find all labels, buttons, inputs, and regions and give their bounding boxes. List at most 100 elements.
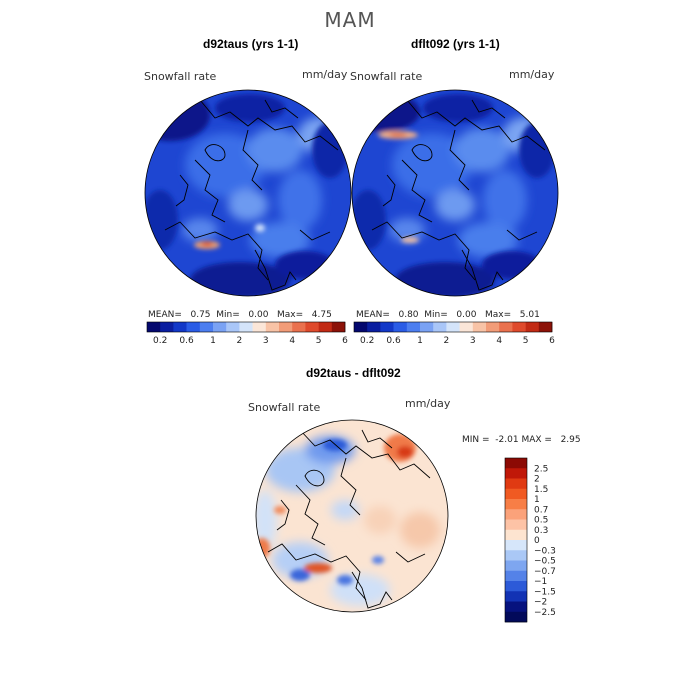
- colorbar3-swatch: [505, 468, 527, 479]
- panel1-title: d92taus (yrs 1-1): [203, 37, 299, 51]
- colorbar3-tick-label: 0.7: [534, 505, 548, 515]
- colorbar1-tick-label: 0.2: [153, 336, 167, 346]
- colorbar2-frame: [353, 321, 553, 333]
- panel2-title: dflt092 (yrs 1-1): [411, 37, 500, 51]
- colorbar3-tick-label: 0.3: [534, 526, 548, 536]
- colorbar2-tick-label: 3: [470, 336, 476, 346]
- panel2-stats: MEAN= 0.80 Min= 0.00 Max= 5.01: [356, 310, 540, 320]
- colorbar3-swatch: [505, 611, 527, 623]
- colorbar1-swatch: [252, 322, 267, 332]
- panel3-min-value: -2.01: [495, 435, 519, 445]
- panel3-min-label: MIN =: [462, 435, 490, 445]
- map-panel1: [144, 89, 352, 297]
- colorbar2-swatch: [472, 322, 487, 332]
- colorbar1-tick-label: 0.6: [179, 336, 194, 346]
- colorbar2-swatch: [393, 322, 408, 332]
- colorbar3-swatch: [505, 488, 527, 500]
- colorbar3-swatch: [505, 478, 527, 490]
- map-panel2: [351, 89, 559, 297]
- colorbar3-tick-label: −1.5: [534, 587, 556, 597]
- colorbar3-swatch: [505, 581, 527, 592]
- colorbar-panel2: 0.2 0.6 1 2 3 4 5 6: [353, 321, 555, 346]
- panel2-max-value: 5.01: [519, 310, 540, 320]
- colorbar3-tick-label: 1.5: [534, 485, 548, 495]
- colorbar1-swatch: [160, 322, 174, 332]
- panel2-min-value: 0.00: [456, 310, 477, 320]
- panel3-title: d92taus - dflt092: [306, 366, 401, 380]
- colorbar3-swatch: [505, 499, 527, 510]
- colorbar2-swatch: [354, 322, 368, 332]
- colorbar1-swatch: [147, 322, 161, 332]
- colorbar1-swatch: [213, 322, 227, 332]
- colorbar2-swatch: [538, 322, 553, 332]
- colorbar3-swatch: [505, 519, 527, 531]
- colorbar3-tick-label: 2: [534, 475, 540, 485]
- colorbar2-swatch: [446, 322, 460, 332]
- panel2-mean-value: 0.80: [398, 310, 419, 320]
- panel2-max-label: Max=: [485, 310, 512, 320]
- panel3-quantity-label: Snowfall rate: [248, 401, 321, 414]
- colorbar1-tick-label: 6: [342, 336, 348, 346]
- colorbar2-swatch: [420, 322, 434, 332]
- panel2-quantity-label: Snowfall rate: [350, 70, 423, 83]
- panel1-min-label: Min=: [216, 310, 240, 320]
- map-panel3: [255, 419, 449, 613]
- colorbar2-swatch: [499, 322, 513, 332]
- panel2-mean-label: MEAN=: [356, 310, 390, 320]
- colorbar2-tick-label: 2: [444, 336, 450, 346]
- colorbar3-tick-label: −2.5: [534, 608, 556, 618]
- colorbar3-tick-label: −0.7: [534, 567, 556, 577]
- colorbar-panel3: 2.521.510.70.50.30−0.3−0.5−0.7−1−1.5−2−2…: [504, 457, 556, 623]
- panel1-stats: MEAN= 0.75 Min= 0.00 Max= 4.75: [148, 310, 332, 320]
- colorbar3-swatch: [505, 509, 527, 520]
- colorbar3-tick-label: 1: [534, 495, 540, 505]
- colorbar1-tick-label: 3: [263, 336, 269, 346]
- colorbar1-swatch: [186, 322, 201, 332]
- colorbar2-tick-label: 1: [417, 336, 423, 346]
- colorbar2-tick-label: 5: [523, 336, 529, 346]
- colorbar3-swatch: [505, 458, 527, 469]
- colorbar2-tick-label: 0.6: [386, 336, 401, 346]
- colorbar2-swatch: [367, 322, 381, 332]
- panel3-stats: MIN = -2.01 MAX = 2.95: [462, 435, 581, 445]
- colorbar2-tick-label: 4: [496, 336, 502, 346]
- colorbar2-swatch: [486, 322, 500, 332]
- colorbar1-swatch: [265, 322, 280, 332]
- colorbar1-swatch: [279, 322, 293, 332]
- colorbar3-tick-label: 2.5: [534, 464, 548, 474]
- colorbar1-tick-label: 4: [289, 336, 295, 346]
- colorbar3-swatch: [505, 570, 527, 582]
- figure-title: MAM: [324, 8, 376, 32]
- colorbar3-swatch: [505, 540, 527, 551]
- colorbar-panel1: 0.2 0.6 1 2 3 4 5 6: [146, 321, 348, 346]
- colorbar3-swatch: [505, 560, 527, 572]
- colorbar3-swatch: [505, 529, 527, 541]
- colorbar3-tick-label: −2: [534, 598, 547, 608]
- panel1-min-value: 0.00: [248, 310, 269, 320]
- panel1-mean-label: MEAN=: [148, 310, 182, 320]
- colorbar1-tick-label: 1: [210, 336, 216, 346]
- colorbar3-swatch: [505, 550, 527, 561]
- colorbar1-swatch: [305, 322, 319, 332]
- colorbar2-swatch: [512, 322, 526, 332]
- colorbar1-swatch: [173, 322, 187, 332]
- colorbar2-swatch: [433, 322, 447, 332]
- colorbar3-swatch: [505, 591, 527, 602]
- colorbar3-tick-label: −0.5: [534, 557, 556, 567]
- panel2-min-label: Min=: [424, 310, 448, 320]
- colorbar1-swatch: [239, 322, 253, 332]
- colorbar2-tick-label: 0.2: [360, 336, 374, 346]
- panel3-max-value: 2.95: [560, 435, 581, 445]
- panel3-units-label: mm/day: [405, 397, 451, 410]
- colorbar1-swatch: [292, 322, 306, 332]
- panel1-units-label: mm/day: [302, 68, 348, 81]
- colorbar2-swatch: [406, 322, 421, 332]
- colorbar2-swatch: [525, 322, 540, 332]
- colorbar2-tick-label: 6: [549, 336, 555, 346]
- colorbar2-swatch: [380, 322, 394, 332]
- colorbar3-swatch: [505, 601, 527, 613]
- colorbar3-tick-label: −0.3: [534, 546, 556, 556]
- colorbar1-swatch: [199, 322, 214, 332]
